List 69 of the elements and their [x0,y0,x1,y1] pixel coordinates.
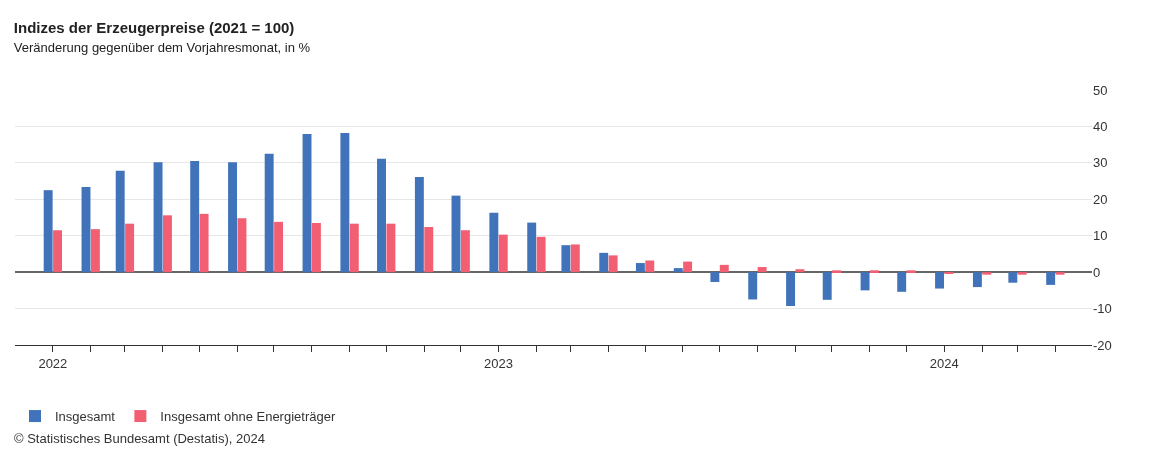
legend-label: Insgesamt [55,409,116,425]
bar [832,270,842,273]
x-tick-label: 2023 [484,355,514,371]
bar [386,223,396,273]
bar [710,272,720,282]
bar [53,230,63,273]
bar [561,245,571,273]
y-tick-label: 0 [1093,264,1101,280]
bar [897,272,907,292]
x-tick-label: 2022 [38,355,68,371]
bar [43,190,53,273]
bar [424,226,434,273]
text: © Statistisches Bundesamt (Destatis), 2024 [14,431,265,446]
bar [527,222,537,273]
bar [536,236,546,273]
bar [645,260,655,273]
bar [608,255,618,273]
bar [786,272,796,307]
bar [237,218,247,273]
bar [340,132,350,273]
bar [719,264,729,273]
bar [153,162,163,273]
bar [115,170,125,273]
bar [870,270,879,273]
legend-label: Insgesamt ohne Energieträger [160,409,336,425]
bar [311,222,321,273]
bar [90,229,100,273]
y-tick-label: -20 [1093,337,1112,353]
bar [635,263,645,273]
bar [982,272,992,275]
bar [162,215,172,273]
bar [377,158,386,273]
chart-title: Indizes der Erzeugerpreise (2021 = 100) [13,18,295,36]
bar [1046,272,1056,285]
bar [972,272,982,288]
x-tick-label: 2024 [929,355,959,371]
y-tick-label: 30 [1093,155,1108,171]
bar [748,272,758,300]
bar [264,153,274,273]
bar [906,270,916,273]
bar [935,272,945,289]
bar [349,223,359,273]
bar [414,177,424,273]
bar [228,162,237,273]
bar [795,269,805,273]
chart-subtitle: Veränderung gegenüber dem Vorjahresmonat, in % [13,40,311,56]
y-tick-label: 40 [1093,118,1108,134]
bar [190,161,200,273]
bar [498,234,508,273]
bar [757,267,767,273]
bar [860,272,870,291]
bar [199,213,209,273]
bar [1008,272,1018,283]
bar [570,244,580,273]
bar [125,223,135,273]
y-tick-label: 50 [1093,82,1108,98]
bar [302,134,312,273]
bar [822,272,832,300]
bar [274,221,284,273]
y-tick-label: 10 [1093,228,1108,244]
y-tick-label: -10 [1093,301,1112,317]
bar [683,261,693,273]
y-tick-label: 20 [1093,191,1108,207]
bar [1017,272,1027,275]
bar [1055,272,1065,275]
bar [673,268,683,273]
bar [460,230,470,273]
bar [599,252,609,273]
bar [489,212,499,273]
